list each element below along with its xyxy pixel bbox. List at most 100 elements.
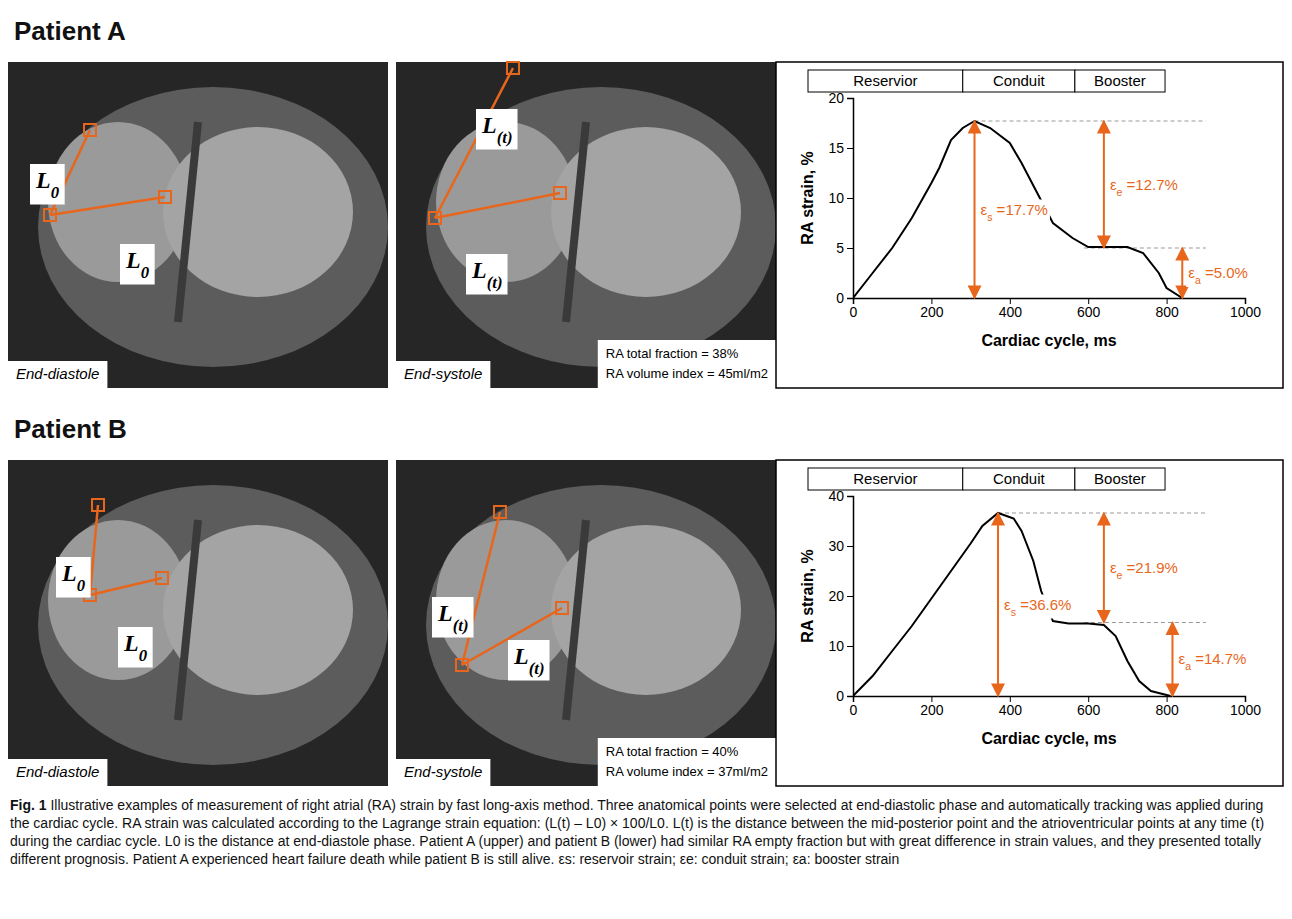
tick: 400 bbox=[999, 298, 1023, 320]
length-label: L0 bbox=[35, 167, 60, 202]
info-text: RA total fraction = 40% bbox=[606, 744, 739, 759]
tick-label: 600 bbox=[1077, 304, 1101, 320]
tick-label: 0 bbox=[850, 702, 858, 718]
annotation: εa =14.7% bbox=[1178, 650, 1246, 672]
strain-arrow bbox=[1103, 121, 1105, 248]
tick-label: 1000 bbox=[1230, 702, 1261, 718]
info-text: RA total fraction = 38% bbox=[606, 346, 739, 361]
length-line bbox=[50, 197, 165, 215]
chart-frame bbox=[776, 460, 1283, 786]
tick: 200 bbox=[920, 696, 944, 718]
label-patch bbox=[1108, 558, 1180, 582]
tick: 30 bbox=[828, 538, 853, 554]
x-axis: 02004006008001000 bbox=[850, 696, 1262, 718]
label-patch bbox=[1002, 595, 1073, 619]
phase-box bbox=[1075, 468, 1165, 490]
strain-arrow bbox=[1103, 513, 1105, 623]
length-line bbox=[462, 512, 500, 665]
septum-shape bbox=[178, 122, 198, 322]
tick: 0 bbox=[836, 290, 853, 306]
info-box bbox=[598, 340, 776, 388]
tick-label: 800 bbox=[1155, 304, 1179, 320]
x-axis-title: Cardiac cycle, ms bbox=[981, 730, 1116, 747]
tick-label: 10 bbox=[828, 638, 844, 654]
tick: 15 bbox=[828, 140, 853, 156]
phase-header: Conduit bbox=[993, 72, 1046, 89]
length-line bbox=[435, 68, 513, 218]
phase-label: End-diastole bbox=[16, 763, 99, 780]
heart-shadow bbox=[426, 485, 776, 765]
mri-image: L(t)L(t)End-systoleRA total fraction = 4… bbox=[396, 460, 776, 786]
label-box bbox=[466, 254, 508, 295]
tick-label: 15 bbox=[828, 140, 844, 156]
length-line bbox=[435, 193, 560, 218]
tick-mark bbox=[847, 596, 853, 597]
plot-area bbox=[853, 513, 1171, 696]
tick-mark bbox=[847, 546, 853, 547]
image-background bbox=[8, 62, 388, 388]
tick: 0 bbox=[850, 298, 858, 320]
plot-area bbox=[853, 121, 1182, 298]
tick: 800 bbox=[1155, 298, 1179, 320]
axis-line bbox=[854, 697, 1246, 703]
phase-label: End-systole bbox=[404, 763, 482, 780]
image-background bbox=[396, 62, 776, 388]
tick-label: 0 bbox=[850, 304, 858, 320]
annotation: εs =17.7% bbox=[981, 201, 1048, 223]
phase-header: Reservior bbox=[853, 470, 917, 487]
anchor-point bbox=[507, 62, 519, 74]
tick: 1000 bbox=[1230, 696, 1261, 718]
tick: 40 bbox=[828, 488, 853, 504]
tick: 10 bbox=[828, 638, 853, 654]
strain-arrow bbox=[974, 121, 976, 298]
label-patch bbox=[1108, 175, 1180, 199]
tick-label: 200 bbox=[920, 702, 944, 718]
panel: Patient BL0L0End-diastoleL(t)L(t)End-sys… bbox=[8, 414, 1283, 786]
tick: 800 bbox=[1155, 696, 1179, 718]
heart-shadow bbox=[38, 485, 388, 765]
length-label: L(t) bbox=[471, 257, 503, 292]
strain-arrow bbox=[1171, 623, 1173, 697]
guide-line bbox=[998, 513, 1206, 514]
tick-mark bbox=[847, 98, 853, 99]
phase-header: Conduit bbox=[993, 470, 1046, 487]
length-label: L(t) bbox=[437, 600, 469, 635]
label-box bbox=[476, 109, 518, 150]
anchor-point bbox=[429, 212, 441, 224]
tick-mark bbox=[847, 298, 853, 299]
tick: 400 bbox=[999, 696, 1023, 718]
strain-line bbox=[853, 513, 1171, 696]
tick-label: 200 bbox=[920, 304, 944, 320]
anchor-point bbox=[92, 499, 104, 511]
phase-box bbox=[808, 70, 963, 92]
tick-label: 1000 bbox=[1230, 304, 1261, 320]
tick: 1000 bbox=[1230, 298, 1261, 320]
septum-shape bbox=[178, 520, 198, 720]
septum-shape bbox=[566, 520, 586, 720]
axis-line bbox=[847, 497, 854, 697]
image-background bbox=[8, 460, 388, 786]
annotation: εs =36.6% bbox=[1004, 596, 1071, 618]
annotation: εe =12.7% bbox=[1110, 176, 1178, 198]
tick: 20 bbox=[828, 90, 853, 106]
caption-text: Illustrative examples of measurement of … bbox=[10, 797, 1264, 867]
phase-box bbox=[808, 468, 963, 490]
axis-line bbox=[854, 299, 1246, 305]
tick-mark bbox=[847, 496, 853, 497]
strain-arrow bbox=[997, 513, 999, 696]
y-axis-title: RA strain, % bbox=[799, 151, 816, 245]
length-label: L(t) bbox=[481, 112, 513, 147]
info-box bbox=[598, 738, 776, 786]
atrium-shape bbox=[48, 122, 188, 282]
chart-frame bbox=[776, 62, 1283, 388]
space bbox=[47, 797, 51, 813]
tick-label: 40 bbox=[828, 488, 844, 504]
panel: Patient AL0L0End-diastoleL(t)L(t)End-sys… bbox=[8, 16, 1283, 388]
length-line bbox=[90, 578, 162, 595]
label-box bbox=[120, 244, 155, 285]
y-axis: 010203040 bbox=[828, 488, 853, 704]
x-axis: 0 200 400 600 800 1000 bbox=[850, 298, 1262, 320]
tick-label: 0 bbox=[836, 688, 844, 704]
anchor-point bbox=[456, 659, 468, 671]
panel-title: Patient A bbox=[14, 16, 126, 46]
